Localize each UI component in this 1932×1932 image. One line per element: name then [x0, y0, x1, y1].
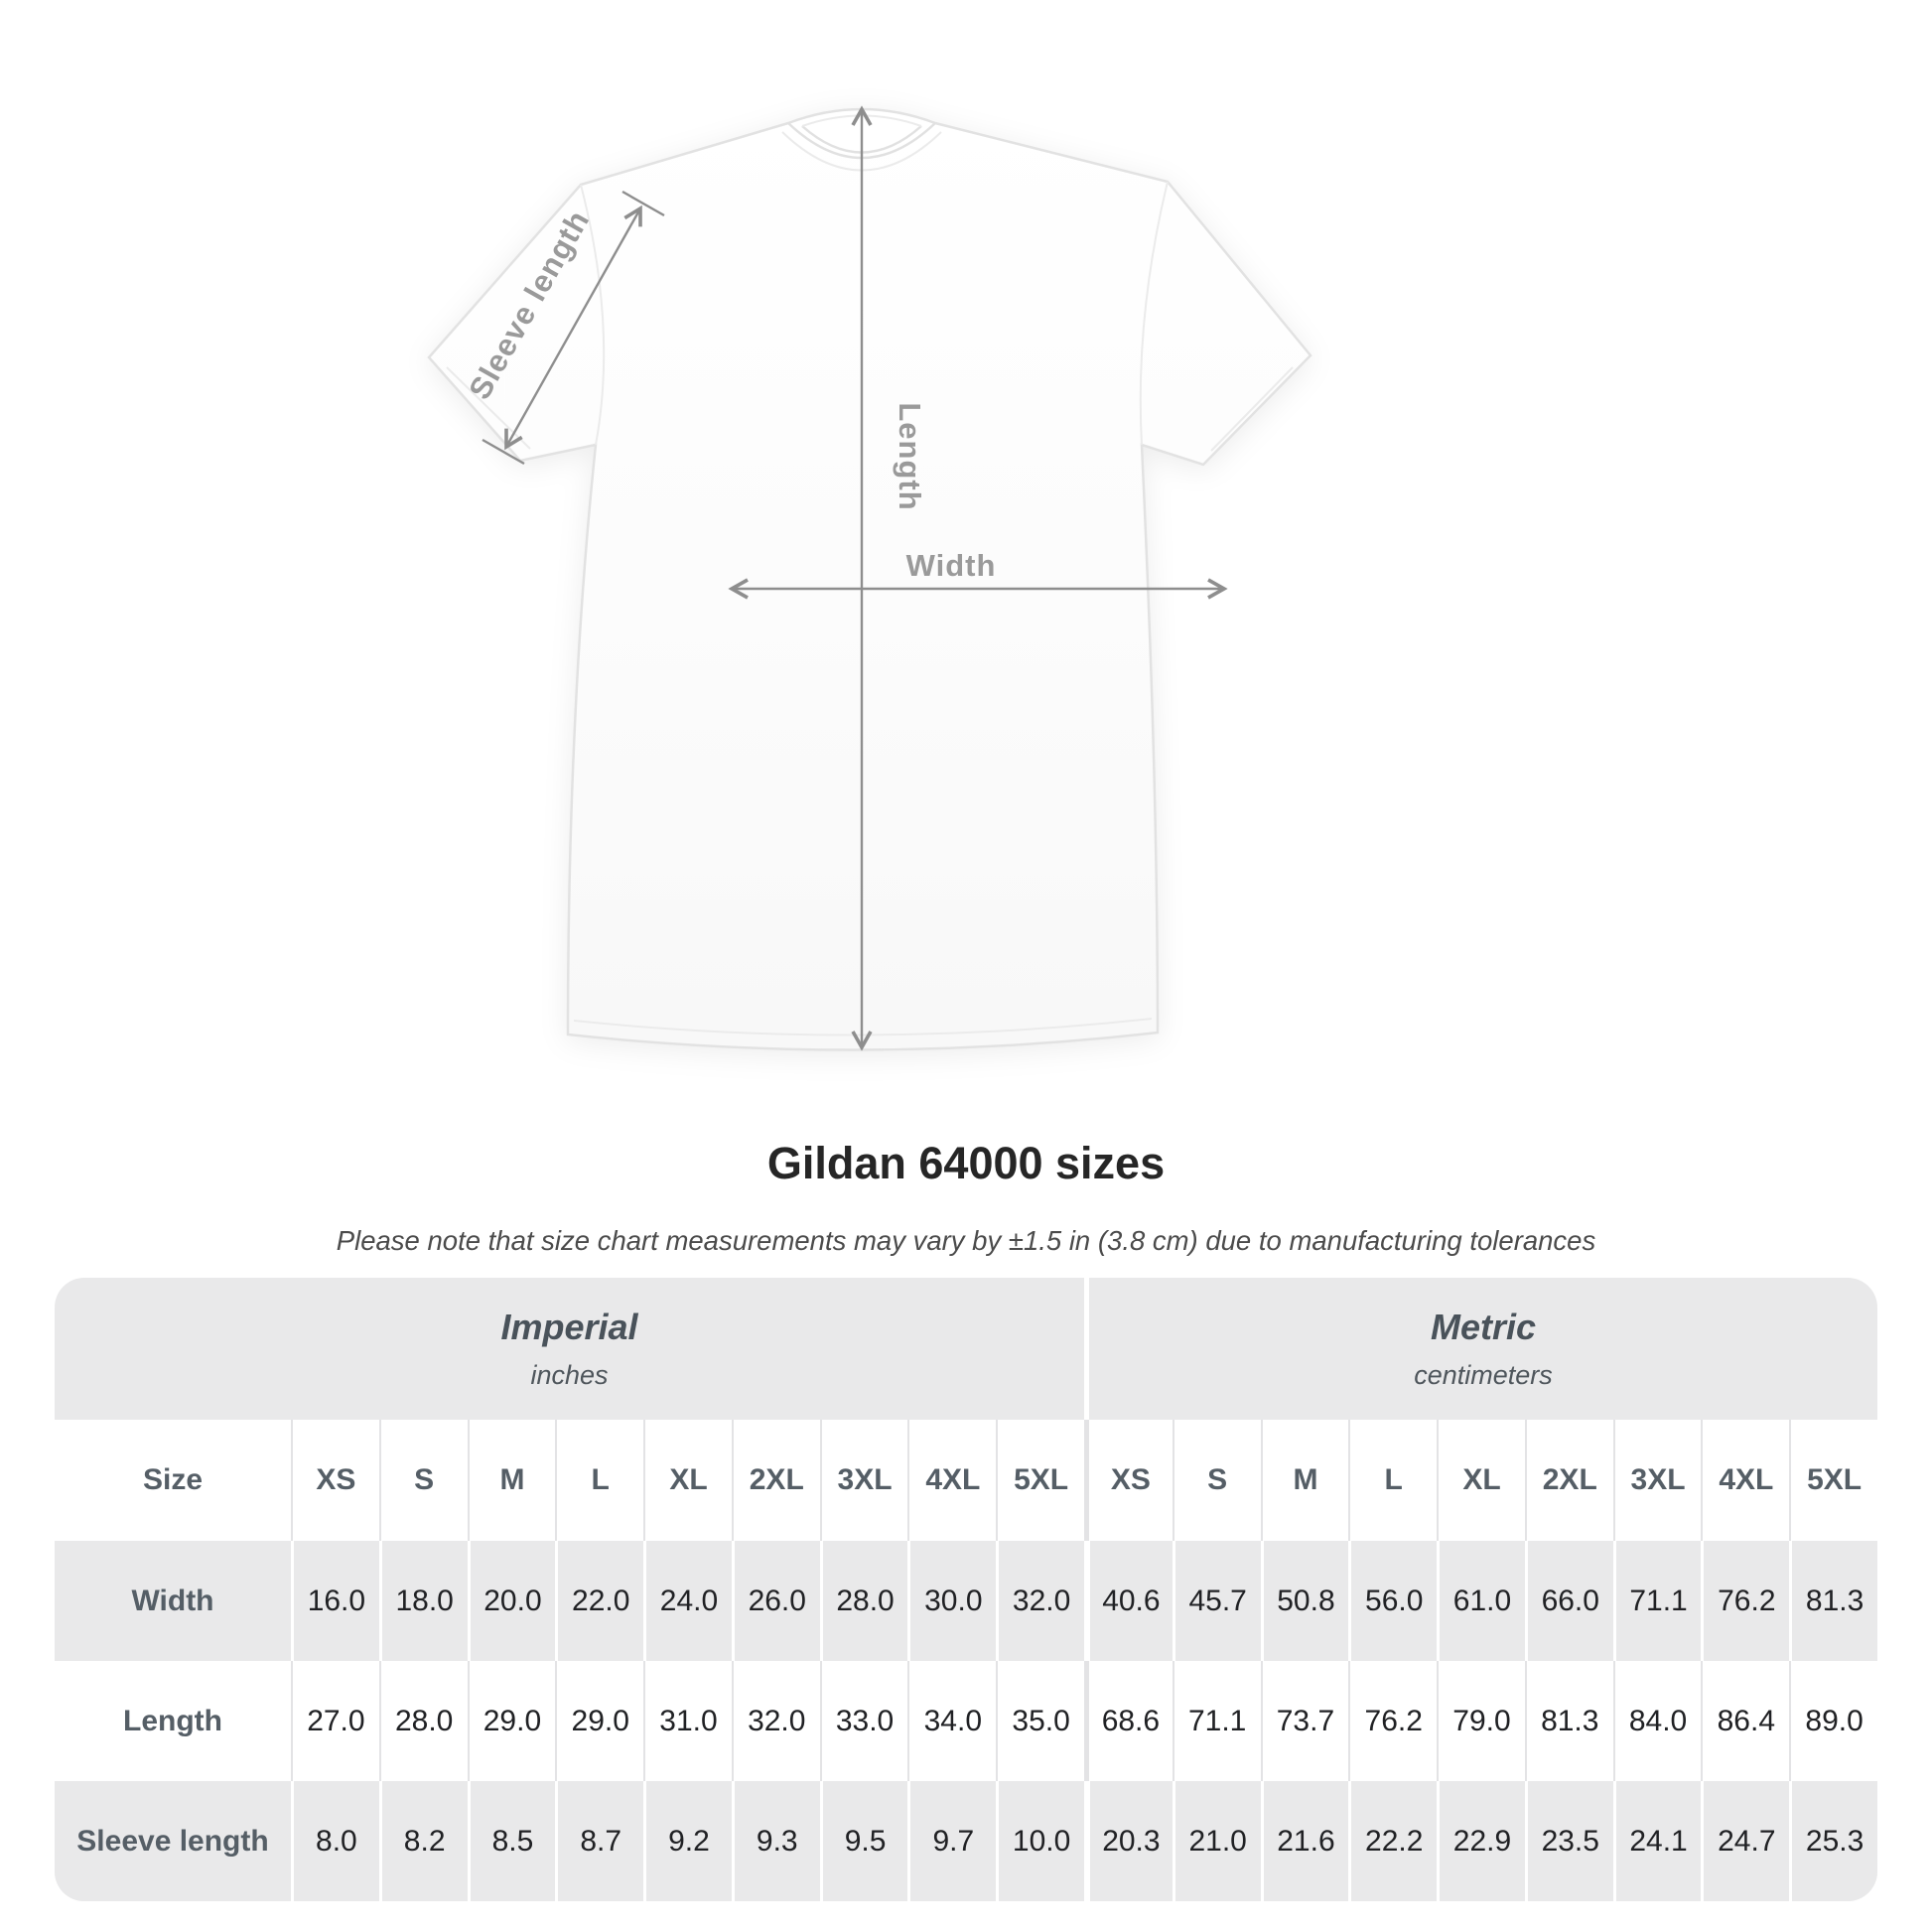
table-cell: 24.1 — [1612, 1781, 1702, 1901]
table-cell: 22.2 — [1348, 1781, 1438, 1901]
table-cell: 73.7 — [1260, 1661, 1349, 1781]
table-cell: 32.0 — [996, 1541, 1084, 1661]
table-cell: 28.0 — [378, 1661, 468, 1781]
size-column-header: 2XL — [731, 1420, 820, 1541]
size-column-header: 5XL — [1789, 1420, 1877, 1541]
metric-section-header: Metric centimeters — [1084, 1278, 1877, 1420]
table-cell: 68.6 — [1084, 1661, 1173, 1781]
table-cell: 81.3 — [1789, 1541, 1877, 1661]
table-cell: 24.0 — [643, 1541, 732, 1661]
row-label: Length — [55, 1661, 291, 1781]
table-cell: 26.0 — [731, 1541, 820, 1661]
size-column-header: S — [378, 1420, 468, 1541]
right-cuff-hem — [1210, 366, 1294, 452]
table-cell: 16.0 — [291, 1541, 379, 1661]
table-cell: 34.0 — [907, 1661, 997, 1781]
table-cell: 32.0 — [731, 1661, 820, 1781]
table-cell: 8.2 — [378, 1781, 468, 1901]
size-column-header: 4XL — [1701, 1420, 1790, 1541]
table-cell: 89.0 — [1789, 1661, 1877, 1781]
table-cell: 45.7 — [1172, 1541, 1261, 1661]
table-cell: 35.0 — [996, 1661, 1084, 1781]
table-cell: 22.9 — [1437, 1781, 1525, 1901]
size-column-header: 4XL — [907, 1420, 997, 1541]
size-header-cell: Size — [55, 1420, 291, 1541]
table-cell: 9.7 — [907, 1781, 997, 1901]
table-cell: 8.0 — [291, 1781, 379, 1901]
table-cell: 9.5 — [819, 1781, 908, 1901]
table-cell: 21.6 — [1260, 1781, 1349, 1901]
size-chart-table: Imperial inches Metric centimeters Size X… — [55, 1278, 1877, 1901]
size-column-header: L — [555, 1420, 644, 1541]
table-cell: 9.3 — [731, 1781, 820, 1901]
table-cell: 29.0 — [467, 1661, 556, 1781]
size-column-header: XS — [1084, 1420, 1173, 1541]
table-cell: 21.0 — [1172, 1781, 1261, 1901]
table-cell: 71.1 — [1172, 1661, 1261, 1781]
table-cell: 84.0 — [1612, 1661, 1702, 1781]
table-cell: 8.5 — [467, 1781, 556, 1901]
table-cell: 66.0 — [1524, 1541, 1613, 1661]
size-column-header: 3XL — [1612, 1420, 1702, 1541]
imperial-section-title: Imperial — [500, 1307, 638, 1347]
size-column-header: L — [1348, 1420, 1438, 1541]
tolerance-note: Please note that size chart measurements… — [336, 1225, 1596, 1256]
metric-section-title: Metric — [1430, 1307, 1537, 1347]
size-column-header: XL — [643, 1420, 732, 1541]
table-cell: 23.5 — [1524, 1781, 1613, 1901]
table-cell: 76.2 — [1701, 1541, 1790, 1661]
size-column-header: M — [1260, 1420, 1349, 1541]
table-cell: 86.4 — [1701, 1661, 1790, 1781]
table-cell: 10.0 — [996, 1781, 1084, 1901]
table-cell: 71.1 — [1612, 1541, 1702, 1661]
row-label: Width — [55, 1541, 291, 1661]
metric-section-unit: centimeters — [1414, 1360, 1553, 1390]
table-cell: 20.3 — [1084, 1781, 1173, 1901]
width-label: Width — [906, 548, 997, 583]
size-column-header: XL — [1437, 1420, 1525, 1541]
table-cell: 22.0 — [555, 1541, 644, 1661]
table-cell: 31.0 — [643, 1661, 732, 1781]
table-cell: 27.0 — [291, 1661, 379, 1781]
table-cell: 28.0 — [819, 1541, 908, 1661]
right-sleeve-seam — [1139, 181, 1169, 446]
row-label: Sleeve length — [55, 1781, 291, 1901]
table-cell: 81.3 — [1524, 1661, 1613, 1781]
table-cell: 25.3 — [1789, 1781, 1877, 1901]
table-cell: 24.7 — [1701, 1781, 1790, 1901]
size-column-header: 5XL — [996, 1420, 1084, 1541]
table-cell: 8.7 — [555, 1781, 644, 1901]
size-column-header: M — [467, 1420, 556, 1541]
page-title: Gildan 64000 sizes — [766, 1138, 1166, 1188]
size-column-header: 3XL — [819, 1420, 908, 1541]
table-cell: 20.0 — [467, 1541, 556, 1661]
table-cell: 50.8 — [1260, 1541, 1349, 1661]
size-column-header: 2XL — [1524, 1420, 1613, 1541]
sleeve-length-dimension-arrow — [482, 190, 665, 466]
size-column-header: S — [1172, 1420, 1261, 1541]
table-cell: 29.0 — [555, 1661, 644, 1781]
table-cell: 76.2 — [1348, 1661, 1438, 1781]
table-cell: 30.0 — [907, 1541, 997, 1661]
imperial-section-unit: inches — [530, 1360, 609, 1390]
table-cell: 61.0 — [1437, 1541, 1525, 1661]
length-label: Length — [893, 402, 927, 510]
table-cell: 18.0 — [378, 1541, 468, 1661]
size-column-header: XS — [291, 1420, 379, 1541]
table-cell: 33.0 — [819, 1661, 908, 1781]
table-cell: 56.0 — [1348, 1541, 1438, 1661]
table-cell: 9.2 — [643, 1781, 732, 1901]
table-cell: 79.0 — [1437, 1661, 1525, 1781]
tshirt-size-diagram: Sleeve length Length Width — [427, 105, 1312, 1051]
table-cell: 40.6 — [1084, 1541, 1173, 1661]
imperial-section-header: Imperial inches — [55, 1278, 1084, 1420]
